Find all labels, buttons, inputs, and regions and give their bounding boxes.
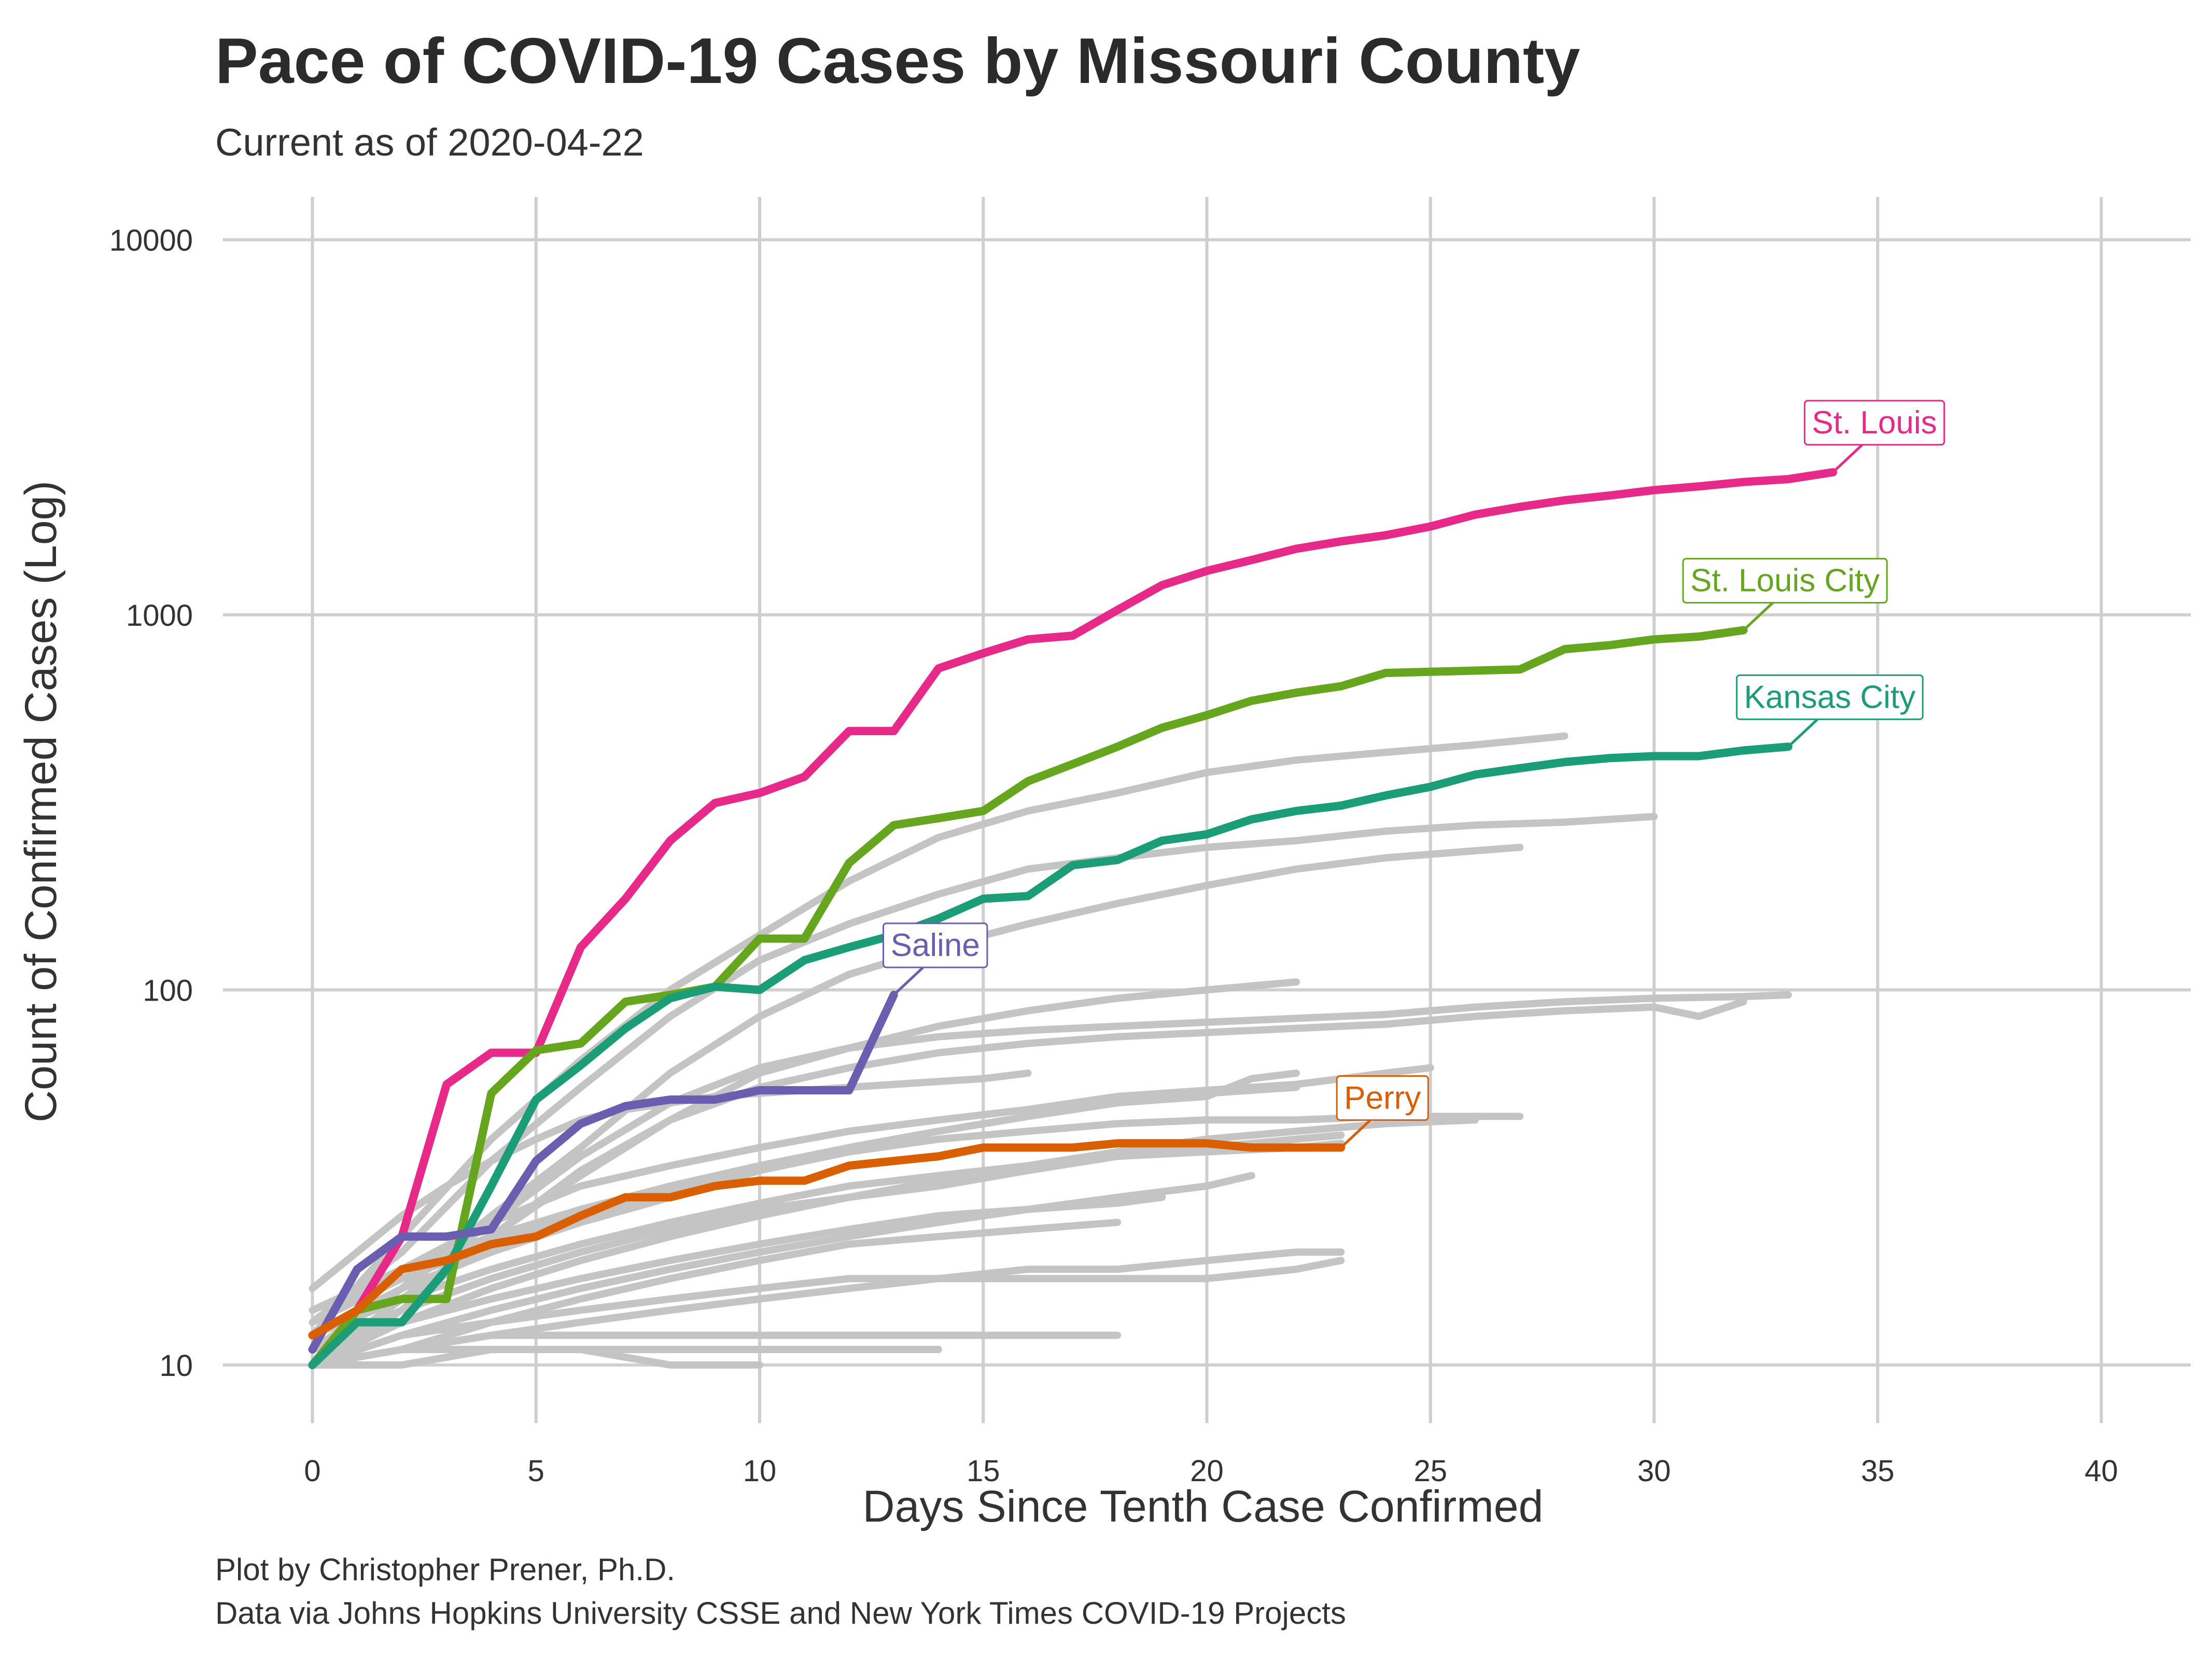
chart-subtitle: Current as of 2020-04-22 xyxy=(215,121,644,164)
x-tick-label: 25 xyxy=(1413,1454,1447,1488)
x-tick-label: 40 xyxy=(2084,1454,2118,1488)
county-series-line xyxy=(309,991,1792,1353)
label-text: St. Louis City xyxy=(1690,563,1880,599)
label-box xyxy=(1682,558,1888,604)
series-line-perry xyxy=(308,1139,1346,1340)
county-series-line xyxy=(309,1218,1121,1369)
county-series-line xyxy=(309,1346,763,1369)
label-box xyxy=(1803,400,1945,446)
y-tick-label: 100 xyxy=(143,974,193,1007)
series-label-st-louis: St. Louis xyxy=(1803,400,1945,473)
county-series-line xyxy=(309,1248,1345,1369)
county-series-line xyxy=(309,1140,1345,1339)
county-series-line xyxy=(309,1331,1121,1369)
county-series-line xyxy=(309,812,1658,1326)
caption-line-1: Plot by Christopher Prener, Ph.D. xyxy=(215,1552,675,1587)
label-text: Saline xyxy=(891,927,980,963)
highlighted-series xyxy=(308,468,1837,1369)
series-label-saline: Saline xyxy=(883,922,988,996)
label-text: St. Louis xyxy=(1812,405,1937,441)
label-text: Perry xyxy=(1344,1080,1421,1116)
tick-labels: 0 5 10 15 20 25 30 35 40 10 100 1000 10000 xyxy=(109,223,2118,1488)
county-series-line xyxy=(309,998,1747,1369)
y-tick-label: 10000 xyxy=(109,223,193,257)
caption-line-2: Data via Johns Hopkins University CSSE a… xyxy=(215,1596,1346,1630)
gridlines xyxy=(223,197,2191,1423)
x-tick-label: 0 xyxy=(304,1454,320,1488)
x-tick-label: 5 xyxy=(528,1454,544,1488)
y-tick-label: 10 xyxy=(159,1349,193,1383)
series-line-st-louis xyxy=(308,468,1837,1369)
x-tick-label: 35 xyxy=(1861,1454,1895,1488)
series-line-st-louis-city xyxy=(308,626,1748,1369)
series-label-perry: Perry xyxy=(1336,1075,1429,1149)
x-tick-label: 30 xyxy=(1637,1454,1671,1488)
x-axis-label: Days Since Tenth Case Confirmed xyxy=(863,1482,1544,1531)
label-text: Kansas City xyxy=(1744,679,1915,715)
series-label-st-louis-city: St. Louis City xyxy=(1682,558,1888,631)
background-series xyxy=(309,732,1792,1369)
county-series-line xyxy=(309,1193,1166,1353)
series-labels: St. Louis St. Louis City Kansas City Saline… xyxy=(883,400,1945,1149)
county-series-line xyxy=(309,1069,1300,1314)
label-box xyxy=(883,922,988,968)
label-box xyxy=(1336,1075,1429,1121)
x-tick-label: 20 xyxy=(1190,1454,1224,1488)
series-line-saline xyxy=(308,991,898,1354)
chart-title: Pace of COVID-19 Cases by Missouri Count… xyxy=(215,25,1580,97)
y-axis-label: Count of Confirmed Cases (Log) xyxy=(16,481,66,1122)
series-label-kansas-city: Kansas City xyxy=(1735,674,1924,748)
county-series-line xyxy=(309,1172,1255,1369)
x-tick-label: 15 xyxy=(967,1454,1000,1488)
county-series-line xyxy=(309,1131,1345,1353)
county-series-line xyxy=(309,732,1569,1339)
series-line-kansas-city xyxy=(308,742,1793,1369)
x-tick-label: 10 xyxy=(743,1454,777,1488)
label-box xyxy=(1735,674,1924,720)
y-tick-label: 1000 xyxy=(126,599,193,632)
